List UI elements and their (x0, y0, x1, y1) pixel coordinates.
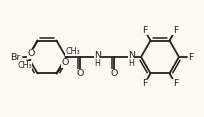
Text: F: F (188, 53, 194, 62)
Text: O: O (110, 69, 118, 79)
Text: N: N (128, 51, 135, 60)
Text: F: F (173, 79, 178, 88)
Text: O: O (28, 49, 35, 58)
Text: F: F (173, 26, 178, 35)
Text: Br: Br (10, 53, 20, 62)
Text: F: F (142, 26, 147, 35)
Text: CH₃: CH₃ (17, 61, 32, 70)
Text: H: H (95, 58, 100, 68)
Text: H: H (129, 58, 134, 68)
Text: O: O (76, 69, 84, 79)
Text: CH₃: CH₃ (65, 47, 80, 56)
Text: O: O (62, 58, 69, 68)
Text: N: N (94, 51, 101, 60)
Text: F: F (142, 79, 147, 88)
